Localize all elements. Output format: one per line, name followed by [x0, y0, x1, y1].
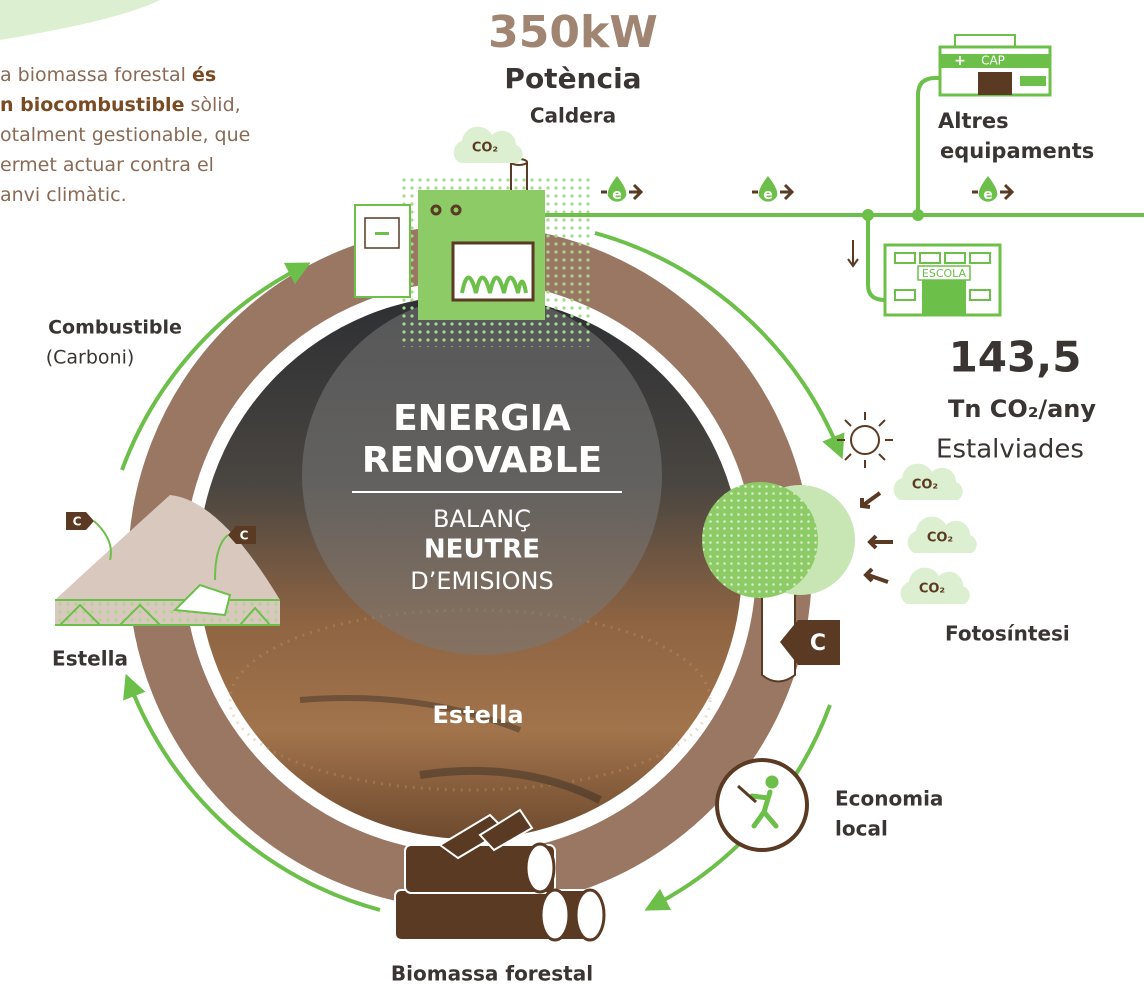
cap-label: CAP: [981, 54, 1005, 68]
carbon-tag-label: C: [810, 631, 826, 656]
savings-unit: Tn CO₂/any: [948, 395, 1096, 423]
center-subtitle: D’EMISIONS: [410, 567, 553, 595]
cap-door: [978, 72, 1012, 95]
intro-part: ermet actuar contra el: [0, 154, 214, 176]
intro-part: n biocombustible: [0, 94, 184, 116]
sun: [837, 412, 893, 468]
escola-label: ESCOLA: [922, 267, 967, 280]
stage-label: Economia: [835, 787, 943, 811]
tree-foliage: [702, 482, 818, 598]
intro-line: a biomassa forestal és: [0, 64, 216, 86]
photo-label: Estella: [432, 701, 523, 729]
panel-display: [375, 232, 389, 235]
infographic: a biomassa forestal és n biocombustible s…: [0, 0, 1144, 987]
cap-building: [955, 35, 1015, 47]
co2-label: CO₂: [919, 582, 945, 597]
center-subtitle: BALANÇ: [433, 505, 531, 533]
savings-value: 143,5: [949, 333, 1082, 382]
co2-label: CO₂: [912, 478, 938, 493]
down-arrow: [848, 240, 858, 266]
stage-label: Combustible: [48, 317, 182, 339]
co2-label: CO₂: [472, 141, 498, 156]
boiler-power: 350kW: [488, 7, 658, 58]
intro-line: anvi climàtic.: [0, 184, 127, 206]
boiler-name: Caldera: [530, 104, 616, 128]
intro-text: a biomassa forestal és n biocombustible s…: [0, 64, 250, 206]
cap-text: equipaments: [940, 139, 1094, 163]
stage-label: Estella: [52, 647, 128, 671]
center-title: ENERGIA: [393, 398, 571, 439]
intro-line: otalment gestionable, que: [0, 124, 250, 146]
intro-part: a biomassa forestal: [0, 64, 192, 86]
intro-part: anvi climàtic.: [0, 184, 127, 206]
intro-line: ermet actuar contra el: [0, 154, 214, 176]
savings-label: Estalviades: [936, 435, 1084, 465]
carbon-tag-label: C: [73, 515, 82, 529]
energy-label: e: [983, 187, 993, 203]
corner-shape: [0, 0, 160, 40]
pipes: [545, 78, 1144, 300]
energy-label: e: [612, 187, 622, 203]
stage-label: local: [835, 817, 888, 841]
cap-window: [1020, 76, 1046, 86]
stage-label: Fotosíntesi: [945, 622, 1070, 646]
economy-icon: [717, 760, 807, 850]
intro-part: otalment gestionable, que: [0, 124, 250, 146]
intro-line: n biocombustible sòlid,: [0, 94, 241, 116]
escola-door: [922, 280, 966, 315]
flame-box: [453, 243, 533, 300]
center-title: RENOVABLE: [362, 440, 602, 481]
power-label: Potència: [504, 62, 641, 95]
junction: [862, 209, 874, 221]
stage-note: (Carboni): [46, 347, 135, 369]
center-subtitle: NEUTRE: [424, 535, 540, 565]
co2-arrows: [862, 493, 893, 582]
carbon-tag-label: C: [240, 529, 249, 543]
cross-icon: +: [954, 53, 966, 69]
intro-part: és: [192, 64, 216, 86]
stage-label: Biomassa forestal: [391, 962, 593, 986]
cap-text: Altres: [938, 109, 1009, 133]
intro-part: sòlid,: [184, 94, 240, 116]
junction: [912, 209, 924, 221]
co2-label: CO₂: [927, 531, 953, 546]
energy-label: e: [763, 187, 773, 203]
